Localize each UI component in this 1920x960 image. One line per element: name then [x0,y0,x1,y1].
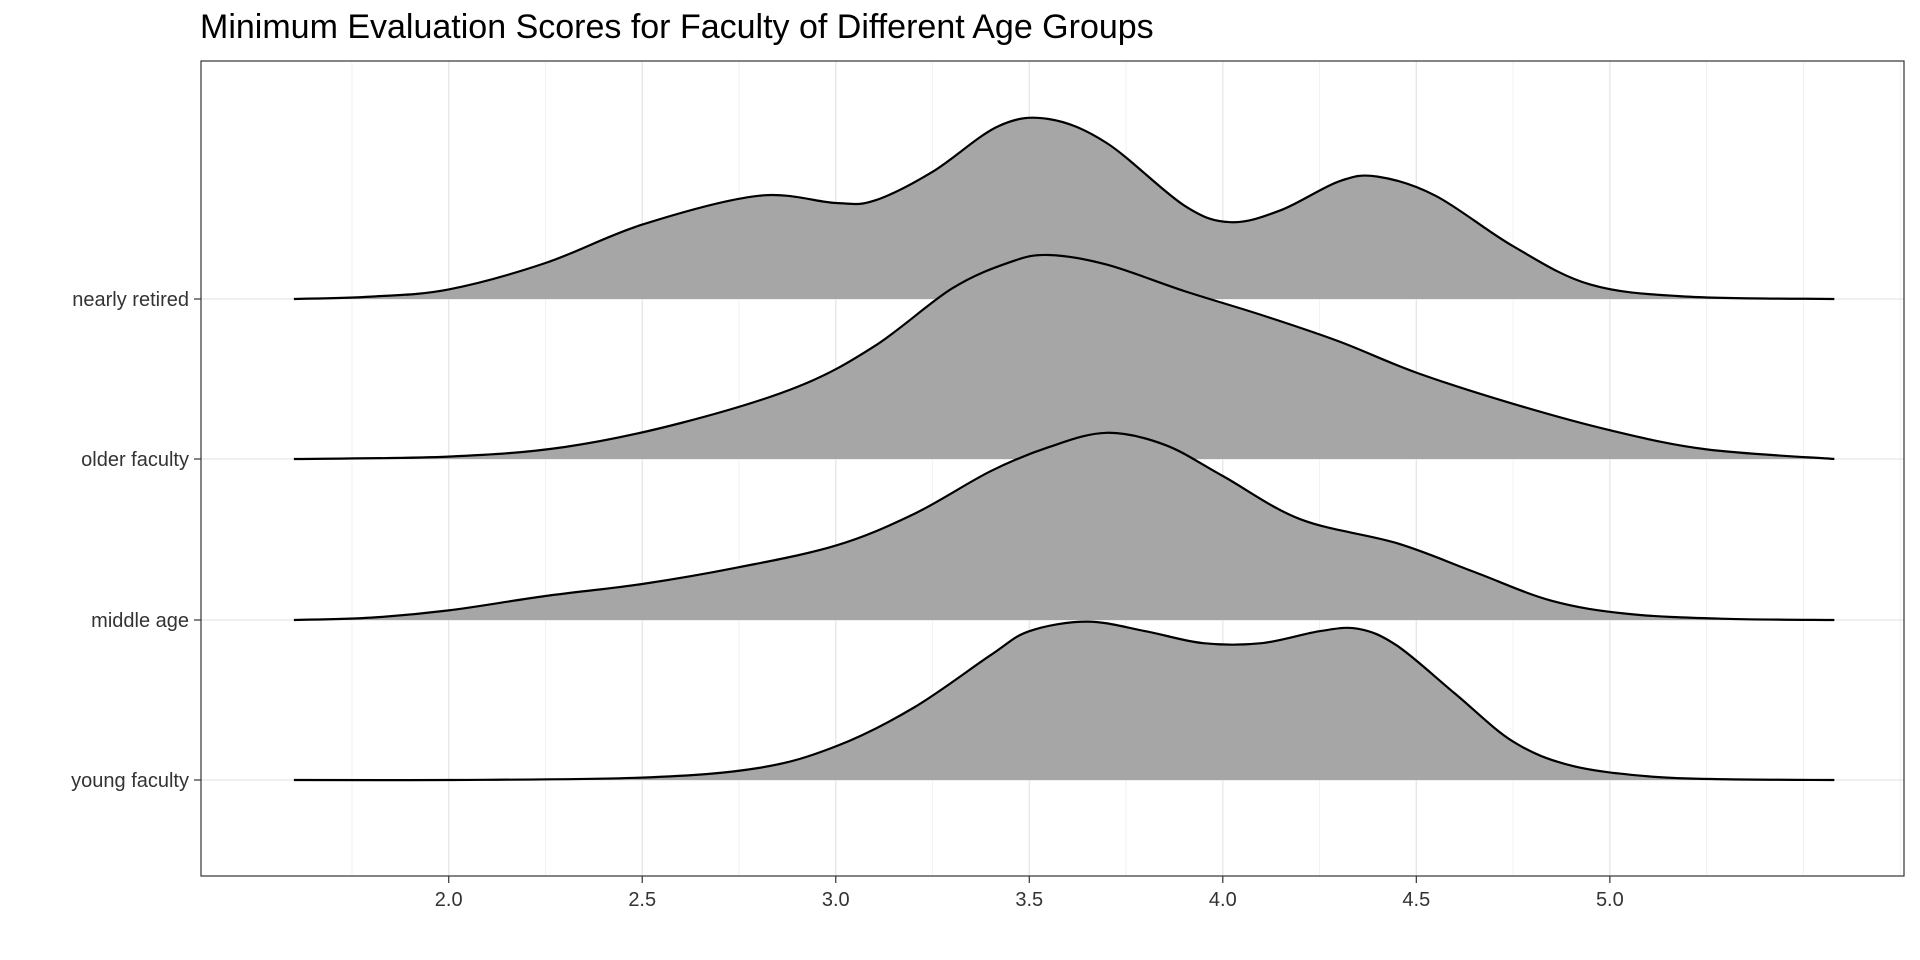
ridge-line [293,620,1835,782]
y-tick-label: older faculty [81,449,189,471]
y-tick-label: young faculty [71,770,189,792]
axes-layer: young faculty middle age older faculty near… [71,289,1624,911]
ridges-layer [293,116,1835,782]
x-tick-label: 3.5 [1015,889,1043,911]
ridge-area [293,254,1835,459]
ridge-middle-age [293,431,1835,622]
x-tick-label: 3.0 [822,889,850,911]
x-tick-label: 2.5 [628,889,656,911]
ridge-line [293,431,1835,622]
ridge-line [293,253,1835,461]
x-tick-label: 4.5 [1402,889,1430,911]
ridge-area [293,117,1835,300]
x-tick-label: 5.0 [1596,889,1624,911]
ridge-older-faculty [293,253,1835,461]
ridge-line [293,116,1835,301]
ridge-young-faculty [293,620,1835,782]
ridge-nearly-retired [293,116,1835,301]
x-tick-label: 2.0 [435,889,463,911]
ridge-area [293,621,1835,781]
y-tick-label: middle age [91,610,189,632]
x-tick-label: 4.0 [1209,889,1237,911]
panel-border [200,60,1905,877]
y-tick-label: nearly retired [72,289,189,311]
ridge-area [293,432,1835,620]
chart-title: Minimum Evaluation Scores for Faculty of… [200,8,1154,46]
